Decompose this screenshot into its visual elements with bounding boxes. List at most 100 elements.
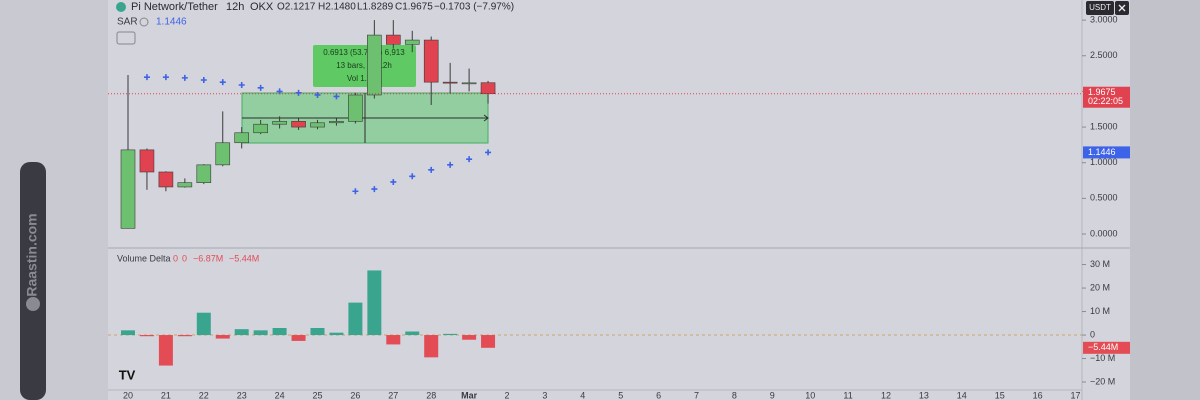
currency: USDT: [1089, 3, 1111, 12]
x-tick-label: 8: [732, 390, 737, 400]
y-tick-label: 30 M: [1090, 259, 1110, 269]
y-tick-label: 2.5000: [1090, 50, 1118, 60]
volume-bar: [462, 335, 477, 340]
candle-body: [442, 81, 458, 84]
candle-body: [367, 34, 382, 96]
volume-tag: [1083, 341, 1130, 354]
candle-body: [196, 164, 212, 183]
sar-tag-label: 1.1446: [1088, 147, 1116, 157]
x-tick-label: 27: [388, 390, 398, 400]
countdown-label: 02:22:05: [1088, 96, 1123, 106]
volume-delta-legend: Volume Delta: [117, 253, 171, 263]
x-tick-label: 17: [1070, 390, 1080, 400]
candle-body: [480, 82, 496, 95]
volume-bar: [405, 331, 420, 336]
ohlc-high: H2.1480: [318, 2, 356, 13]
x-tick-label: 21: [161, 390, 171, 400]
volume-bar: [177, 335, 192, 337]
sar-point: [181, 74, 188, 81]
volume-bar: [234, 329, 249, 336]
ohlc-low: L1.8289: [357, 2, 394, 13]
candle-body: [120, 149, 136, 229]
candle-body: [272, 121, 287, 125]
x-tick-label: 2: [504, 390, 509, 400]
sar-point: [428, 166, 435, 173]
x-tick-label: 13: [919, 390, 929, 400]
sar-legend-value: 1.1446: [156, 17, 187, 28]
measure-text: Vol 1.19B: [347, 74, 381, 83]
x-tick-label: 14: [957, 390, 967, 400]
candle-body: [423, 39, 439, 83]
sar-point: [219, 79, 226, 86]
last-price-label: 1.9675: [1088, 87, 1116, 97]
volume-legend-value: 0: [173, 253, 178, 263]
candle-body: [385, 34, 401, 45]
symbol-icon: [116, 2, 126, 12]
sar-point: [238, 81, 245, 88]
last-price-tag: [1083, 86, 1130, 108]
sar-point: [314, 91, 321, 98]
chart-background: [108, 0, 1130, 400]
volume-legend-value: −5.44M: [229, 253, 259, 263]
x-tick-label: 15: [995, 390, 1005, 400]
candle-body: [461, 82, 477, 85]
candle-body: [215, 142, 231, 166]
watermark-pill: [20, 162, 46, 400]
candle-body: [329, 121, 344, 124]
sar-point: [295, 89, 302, 96]
watermark: Raastin.com: [24, 213, 40, 296]
volume-bar: [443, 333, 458, 336]
sar-point: [257, 84, 264, 91]
symbol: Pi Network/Tether: [131, 1, 218, 13]
x-tick-label: 7: [694, 390, 699, 400]
exchange: OKX: [250, 1, 274, 13]
sar-point: [409, 173, 416, 180]
candle-body: [234, 132, 249, 144]
sar-tag: [1083, 146, 1130, 159]
x-tick-label: 25: [312, 390, 322, 400]
y-tick-label: 10 M: [1090, 306, 1110, 316]
volume-bar: [386, 335, 401, 345]
x-tick-label: 5: [618, 390, 623, 400]
volume-bar: [121, 330, 135, 336]
x-tick-label: Mar: [461, 390, 478, 400]
candle-body: [139, 149, 155, 173]
watermark-logo: [26, 297, 40, 311]
close-icon: [1118, 4, 1126, 12]
volume-bar: [215, 335, 230, 339]
currency-button[interactable]: [1086, 1, 1114, 15]
x-tick-label: 23: [237, 390, 247, 400]
volume-bar: [253, 330, 268, 336]
interval: 12h: [226, 1, 244, 13]
volume-bar: [291, 335, 306, 341]
y-tick-label: 0.0000: [1090, 228, 1118, 238]
volume-legend-value: 0: [182, 253, 187, 263]
x-tick-label: 3: [542, 390, 547, 400]
collapse-button[interactable]: [116, 31, 136, 45]
sar-point: [352, 188, 359, 195]
x-tick-label: 10: [805, 390, 815, 400]
sar-point: [485, 149, 492, 156]
y-tick-label: 20 M: [1090, 282, 1110, 292]
sar-point: [447, 161, 454, 168]
measure-tooltip: [313, 45, 416, 87]
x-tick-label: 26: [350, 390, 360, 400]
x-tick-label: 4: [580, 390, 585, 400]
candle-body: [291, 121, 306, 128]
x-tick-label: 24: [275, 390, 285, 400]
y-tick-label: 1.5000: [1090, 121, 1118, 131]
sar-point: [390, 178, 397, 185]
measure-text: 13 bars, 6d 12h: [336, 61, 392, 70]
y-tick-label: 0: [1090, 329, 1095, 339]
sar-point: [143, 74, 150, 81]
volume-bar: [310, 327, 325, 336]
visibility-icon[interactable]: [139, 17, 149, 27]
volume-bar: [158, 335, 173, 366]
candle-body: [348, 94, 363, 122]
x-tick-label: 28: [426, 390, 436, 400]
candle-body: [177, 182, 193, 188]
y-tick-label: 0.5000: [1090, 193, 1118, 203]
x-tick-label: 9: [770, 390, 775, 400]
candle-body: [158, 171, 174, 188]
